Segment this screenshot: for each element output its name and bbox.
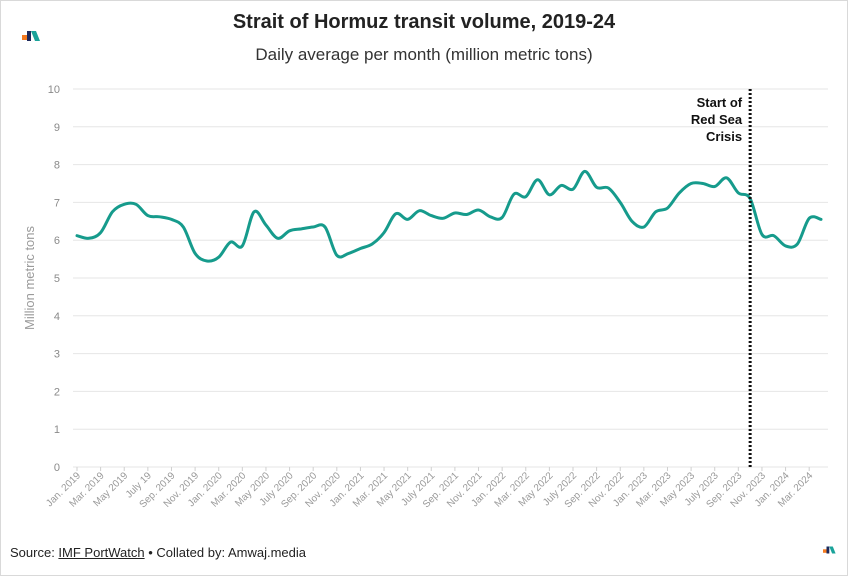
logo-small-teal-shape [829, 546, 836, 554]
series-line [75, 169, 823, 263]
collated-by: • Collated by: Amwaj.media [144, 545, 306, 560]
source-prefix: Source: [10, 545, 59, 560]
source-note: Source: IMF PortWatch • Collated by: Amw… [10, 545, 306, 560]
logo-small-orange-square [823, 549, 827, 553]
y-tick-label: 3 [54, 349, 60, 361]
y-tick-label: 1 [54, 424, 60, 436]
amwaj-logo-icon [22, 31, 40, 41]
y-tick-label: 4 [54, 311, 60, 323]
annotation-label: Red Sea [691, 112, 743, 127]
logo-orange-square [22, 35, 27, 40]
y-tick-label: 5 [54, 273, 60, 285]
chart-title: Strait of Hormuz transit volume, 2019-24 [232, 11, 616, 33]
y-axis-label: Million metric tons [22, 225, 37, 330]
annotation-label: Start of [697, 95, 743, 110]
y-tick-label: 8 [54, 160, 60, 172]
y-tick-label: 6 [54, 235, 60, 247]
amwaj-small-logo-icon [823, 546, 836, 554]
y-tick-label: 9 [54, 122, 60, 134]
annotation-label: Crisis [706, 129, 742, 144]
y-tick-label: 7 [54, 197, 60, 209]
chart-subtitle: Daily average per month (million metric … [255, 45, 593, 64]
y-tick-label: 10 [48, 84, 60, 96]
logo-small-navy-bar [826, 546, 830, 554]
logo-teal-shape [31, 31, 40, 41]
y-tick-label: 0 [54, 462, 60, 474]
source-link[interactable]: IMF PortWatch [58, 545, 145, 560]
logo-navy-bar [27, 31, 31, 41]
y-tick-label: 2 [54, 386, 60, 398]
